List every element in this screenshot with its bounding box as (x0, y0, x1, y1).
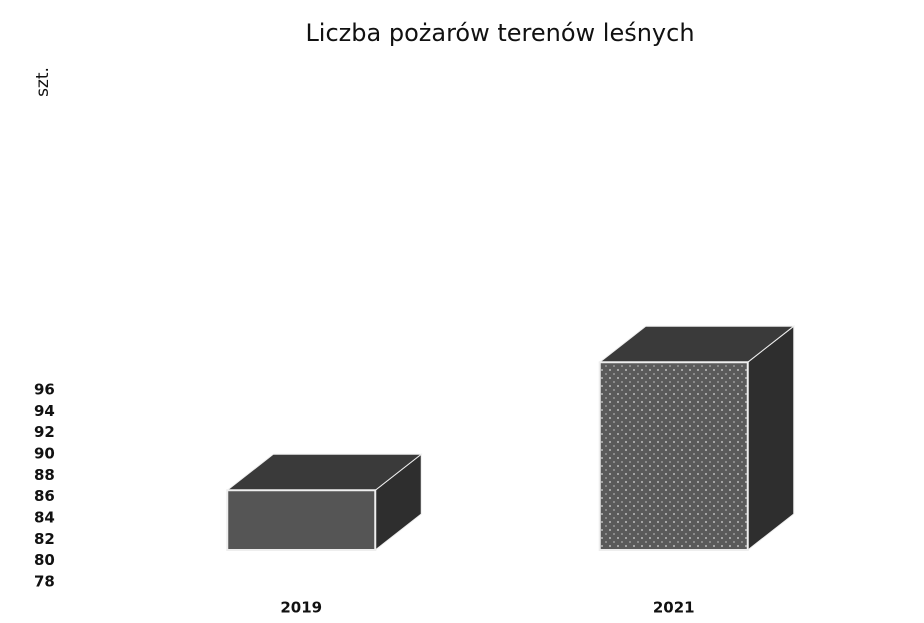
y-tick-label: 90 (34, 444, 55, 462)
bar-front (226, 489, 377, 551)
y-tick-label: 96 (34, 380, 55, 398)
y-tick-label: 86 (34, 487, 55, 505)
y-tick-label: 78 (34, 573, 55, 591)
y-tick-label: 82 (34, 530, 55, 548)
y-tick-label: 84 (34, 508, 55, 526)
bar (225, 453, 423, 552)
x-tick-label: 2019 (280, 599, 322, 617)
y-tick-label: 88 (34, 466, 55, 484)
x-tick-label: 2021 (653, 599, 695, 617)
bar-side (747, 325, 795, 552)
bar-front (598, 361, 749, 551)
bar (598, 325, 796, 552)
y-axis-label: szt. (33, 67, 53, 97)
chart-title: Liczba pożarów terenów leśnych (305, 19, 694, 47)
y-tick-label: 80 (34, 551, 55, 569)
y-tick-label: 92 (34, 423, 55, 441)
y-tick-label: 94 (34, 402, 55, 420)
